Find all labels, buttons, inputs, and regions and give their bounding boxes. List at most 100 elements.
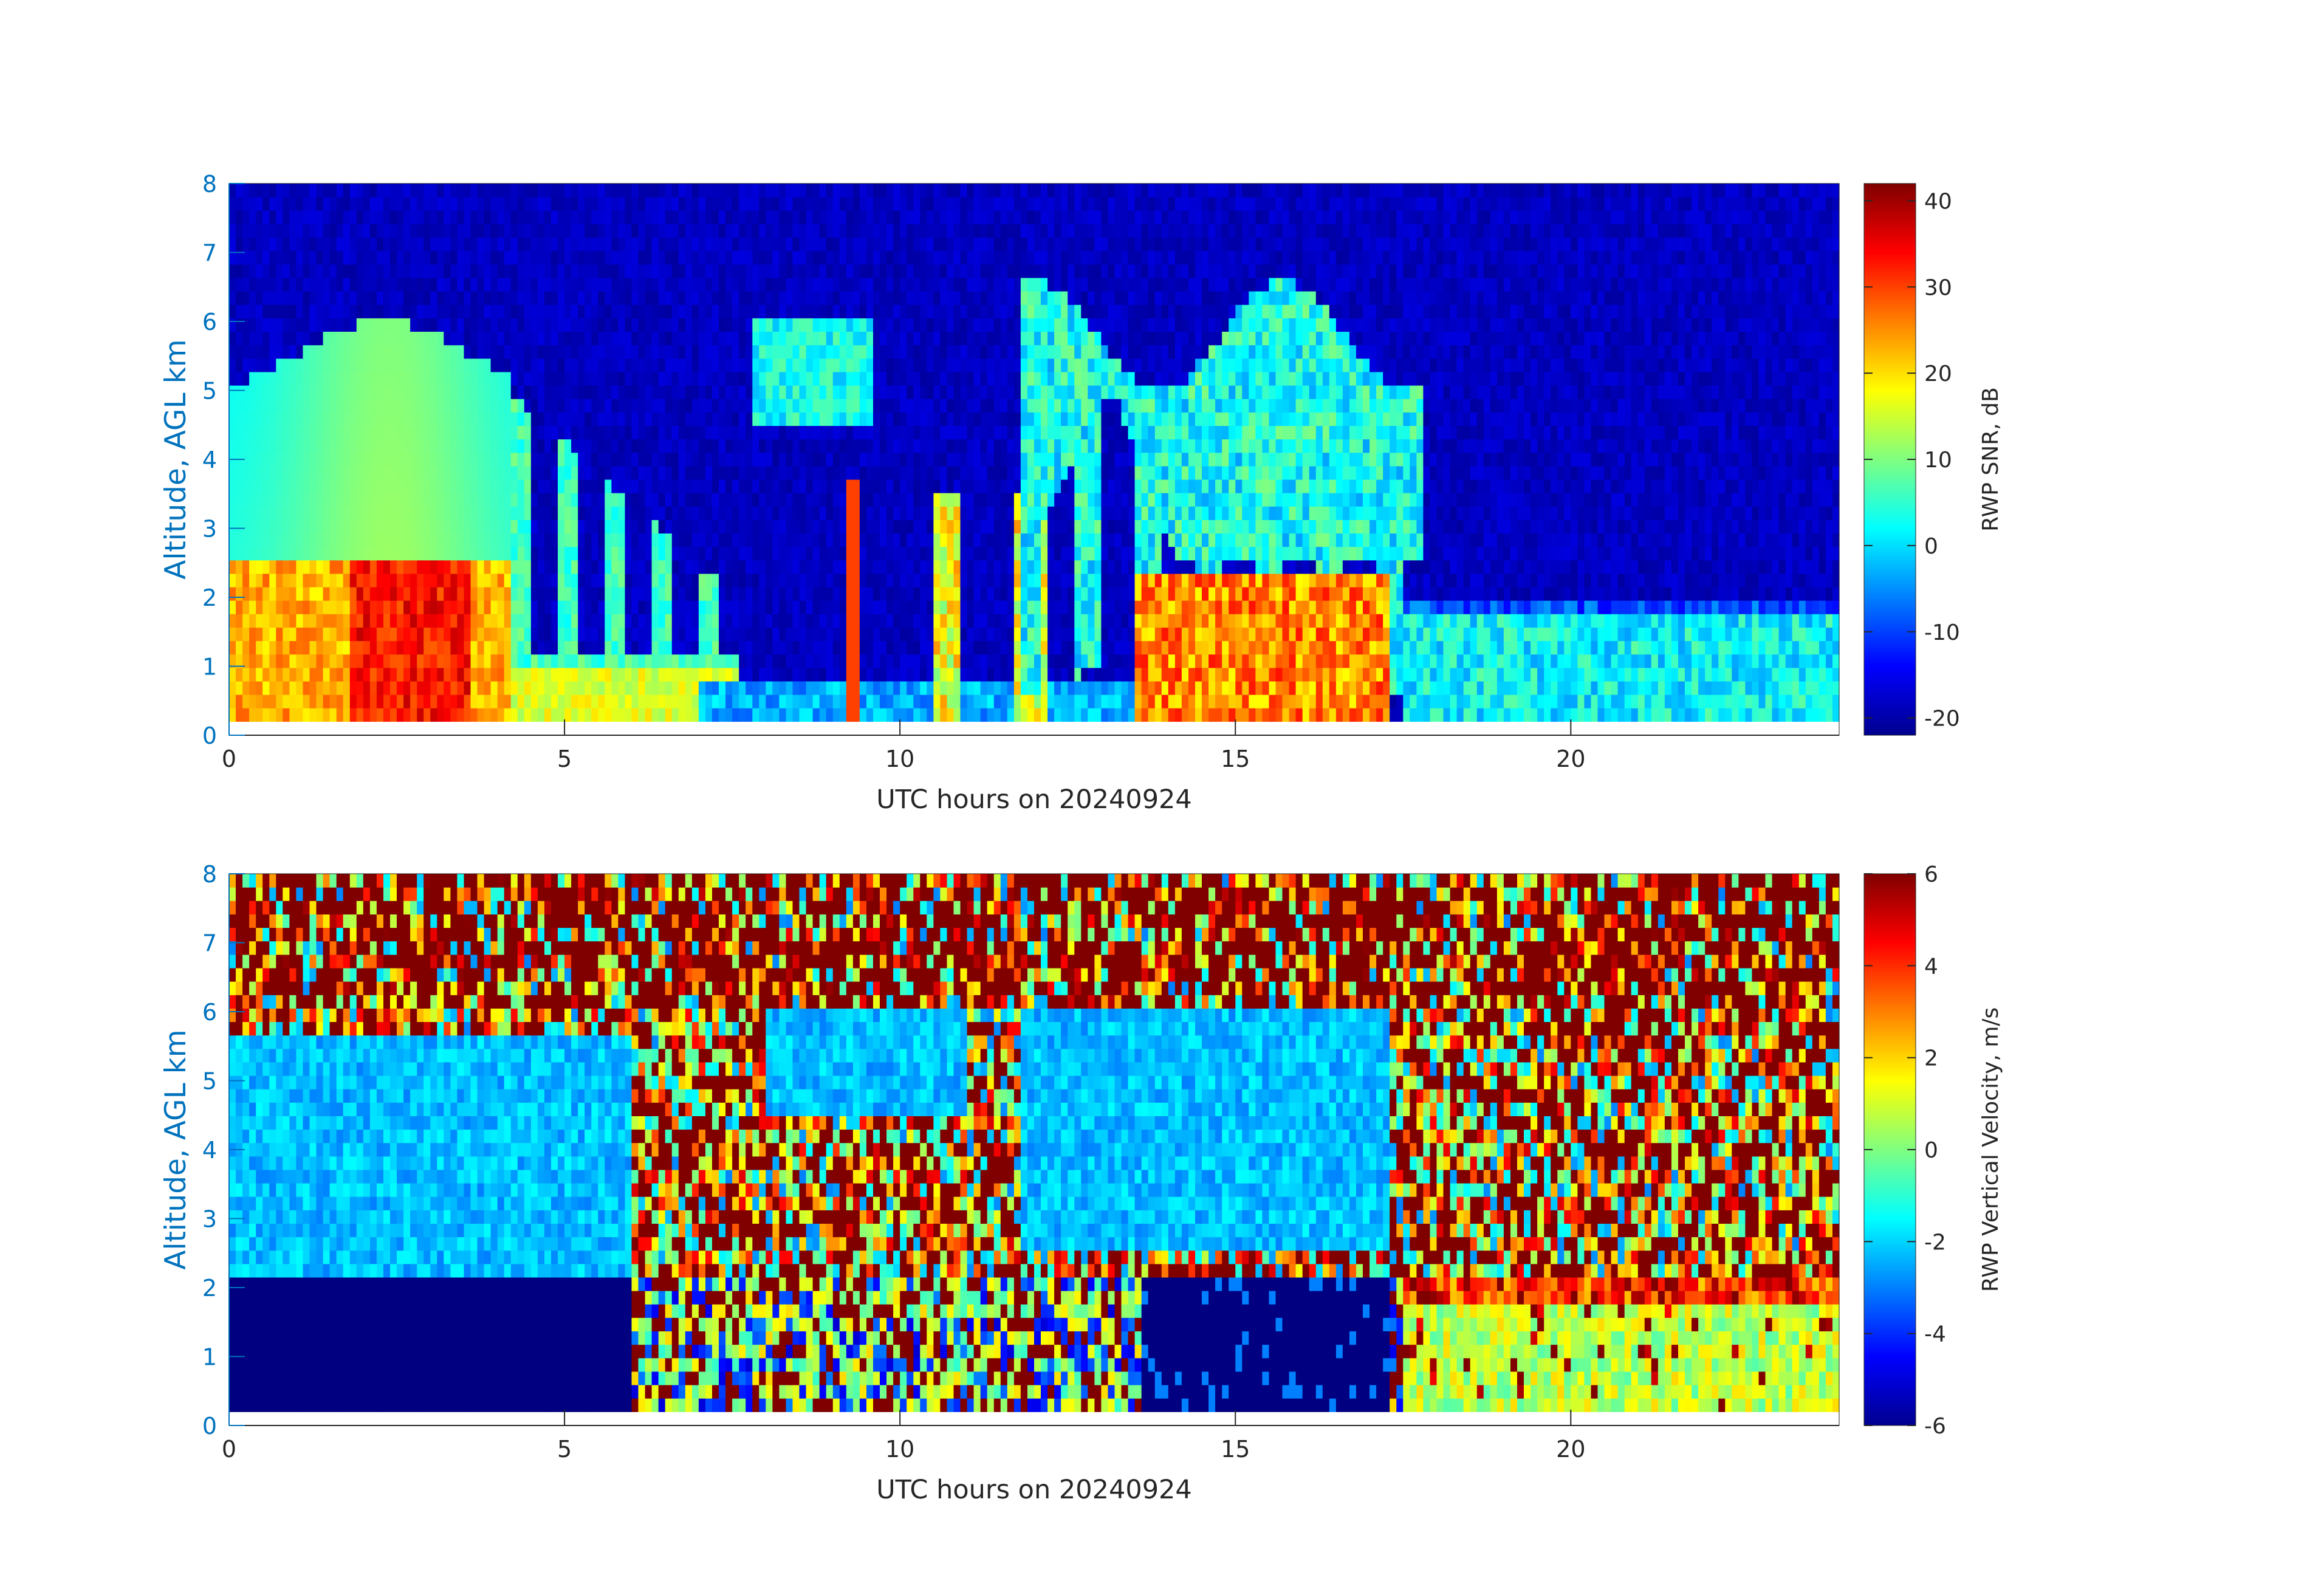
heatmap-cell bbox=[759, 197, 766, 211]
heatmap-cell bbox=[947, 640, 955, 655]
heatmap-cell bbox=[873, 345, 880, 359]
heatmap-cell bbox=[510, 573, 518, 588]
heatmap-cell bbox=[631, 520, 639, 533]
heatmap-cell bbox=[490, 640, 498, 655]
heatmap-cell bbox=[229, 614, 236, 628]
heatmap-cell bbox=[651, 371, 659, 386]
heatmap-cell bbox=[812, 667, 820, 682]
heatmap-cell bbox=[792, 439, 800, 453]
heatmap-cell bbox=[611, 197, 619, 211]
heatmap-cell bbox=[303, 654, 310, 668]
heatmap-cell bbox=[430, 331, 437, 346]
heatmap-cell bbox=[719, 358, 726, 372]
heatmap-cell bbox=[1027, 345, 1035, 359]
heatmap-cell bbox=[812, 399, 820, 413]
heatmap-cell bbox=[490, 520, 498, 533]
heatmap-cell bbox=[618, 465, 625, 480]
heatmap-cell bbox=[866, 237, 874, 252]
heatmap-cell bbox=[349, 425, 357, 440]
heatmap-cell bbox=[725, 533, 733, 547]
heatmap-cell bbox=[410, 695, 417, 708]
heatmap-cell bbox=[296, 479, 303, 493]
heatmap-cell bbox=[947, 506, 955, 520]
heatmap-cell bbox=[732, 331, 739, 346]
heatmap-cell bbox=[698, 412, 706, 426]
heatmap-cell bbox=[671, 587, 679, 601]
heatmap-cell bbox=[605, 640, 612, 655]
heatmap-cell bbox=[309, 345, 317, 359]
heatmap-cell bbox=[759, 385, 766, 399]
heatmap-cell bbox=[236, 465, 243, 480]
heatmap-cell bbox=[296, 425, 303, 440]
heatmap-cell bbox=[866, 439, 874, 453]
heatmap-cell bbox=[403, 250, 411, 265]
heatmap-cell bbox=[276, 627, 283, 642]
heatmap-cell bbox=[913, 237, 920, 252]
heatmap-cell bbox=[510, 318, 518, 332]
heatmap-cell bbox=[303, 560, 310, 574]
heatmap-cell bbox=[262, 667, 270, 682]
heatmap-cell bbox=[739, 681, 746, 695]
heatmap-cell bbox=[705, 587, 713, 601]
heatmap-cell bbox=[779, 708, 786, 722]
heatmap-cell bbox=[792, 654, 800, 668]
heatmap-cell bbox=[786, 385, 794, 399]
heatmap-cell bbox=[826, 439, 834, 453]
heatmap-cell bbox=[1027, 560, 1035, 574]
heatmap-cell bbox=[611, 520, 619, 533]
heatmap-cell bbox=[1007, 640, 1015, 655]
heatmap-cell bbox=[806, 331, 814, 346]
heatmap-cell bbox=[363, 560, 371, 574]
heatmap-cell bbox=[712, 291, 719, 305]
heatmap-cell bbox=[484, 587, 492, 601]
heatmap-cell bbox=[712, 210, 719, 224]
heatmap-cell bbox=[544, 439, 552, 453]
heatmap-cell bbox=[477, 224, 485, 238]
heatmap-cell bbox=[444, 250, 451, 265]
heatmap-cell bbox=[551, 345, 558, 359]
heatmap-cell bbox=[457, 224, 464, 238]
heatmap-cell bbox=[746, 197, 753, 211]
heatmap-cell bbox=[893, 493, 900, 507]
heatmap-cell bbox=[390, 627, 397, 642]
heatmap-cell bbox=[303, 439, 310, 453]
heatmap-cell bbox=[283, 465, 290, 480]
heatmap-cell bbox=[799, 399, 807, 413]
heatmap-cell bbox=[444, 600, 451, 614]
heatmap-cell bbox=[752, 654, 759, 668]
heatmap-cell bbox=[792, 371, 800, 386]
heatmap-cell bbox=[866, 654, 874, 668]
heatmap-cell bbox=[940, 681, 947, 695]
heatmap-cell bbox=[993, 681, 1001, 695]
heatmap-cell bbox=[947, 331, 955, 346]
heatmap-cell bbox=[430, 304, 437, 318]
heatmap-cell bbox=[477, 695, 485, 708]
heatmap-cell bbox=[363, 358, 371, 372]
heatmap-cell bbox=[504, 695, 512, 708]
heatmap-cell bbox=[625, 452, 632, 467]
heatmap-cell bbox=[752, 197, 759, 211]
heatmap-cell bbox=[638, 520, 646, 533]
heatmap-cell bbox=[625, 264, 632, 278]
heatmap-cell bbox=[289, 520, 296, 533]
heatmap-cell bbox=[725, 654, 733, 668]
heatmap-cell bbox=[1007, 331, 1015, 346]
heatmap-cell bbox=[1034, 250, 1041, 265]
heatmap-cell bbox=[323, 399, 331, 413]
heatmap-cell bbox=[618, 210, 625, 224]
heatmap-cell bbox=[866, 412, 874, 426]
heatmap-cell bbox=[953, 224, 961, 238]
heatmap-cell bbox=[450, 493, 458, 507]
heatmap-cell bbox=[464, 250, 471, 265]
heatmap-cell bbox=[383, 237, 391, 252]
heatmap-cell bbox=[886, 506, 894, 520]
heatmap-cell bbox=[819, 600, 827, 614]
heatmap-cell bbox=[437, 304, 444, 318]
heatmap-cell bbox=[832, 358, 840, 372]
heatmap-cell bbox=[973, 479, 981, 493]
heatmap-cell bbox=[631, 277, 639, 292]
heatmap-cell bbox=[907, 318, 914, 332]
heatmap-cell bbox=[1047, 667, 1055, 682]
heatmap-cell bbox=[571, 708, 578, 722]
heatmap-cell bbox=[544, 681, 552, 695]
